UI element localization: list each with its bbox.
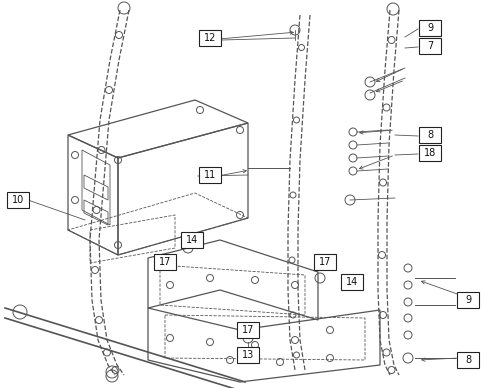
Bar — [419, 127, 441, 143]
Text: 17: 17 — [159, 257, 171, 267]
Text: 14: 14 — [186, 235, 198, 245]
Bar — [341, 274, 363, 290]
Bar — [419, 38, 441, 54]
Text: 13: 13 — [242, 350, 254, 360]
Text: 9: 9 — [465, 295, 471, 305]
Text: 8: 8 — [427, 130, 433, 140]
Text: 9: 9 — [427, 23, 433, 33]
Bar — [457, 292, 479, 308]
Text: 17: 17 — [242, 325, 254, 335]
Bar — [237, 322, 259, 338]
Bar — [314, 254, 336, 270]
Bar — [7, 192, 29, 208]
Bar — [181, 232, 203, 248]
Text: 11: 11 — [204, 170, 216, 180]
Text: 10: 10 — [12, 195, 24, 205]
Bar — [199, 30, 221, 46]
Bar — [419, 145, 441, 161]
Bar — [237, 347, 259, 363]
Bar — [199, 167, 221, 183]
Text: 8: 8 — [465, 355, 471, 365]
Bar — [419, 20, 441, 36]
Bar — [457, 352, 479, 368]
Text: 17: 17 — [319, 257, 331, 267]
Text: 18: 18 — [424, 148, 436, 158]
Bar — [154, 254, 176, 270]
Text: 7: 7 — [427, 41, 433, 51]
Text: 12: 12 — [204, 33, 216, 43]
Text: 14: 14 — [346, 277, 358, 287]
